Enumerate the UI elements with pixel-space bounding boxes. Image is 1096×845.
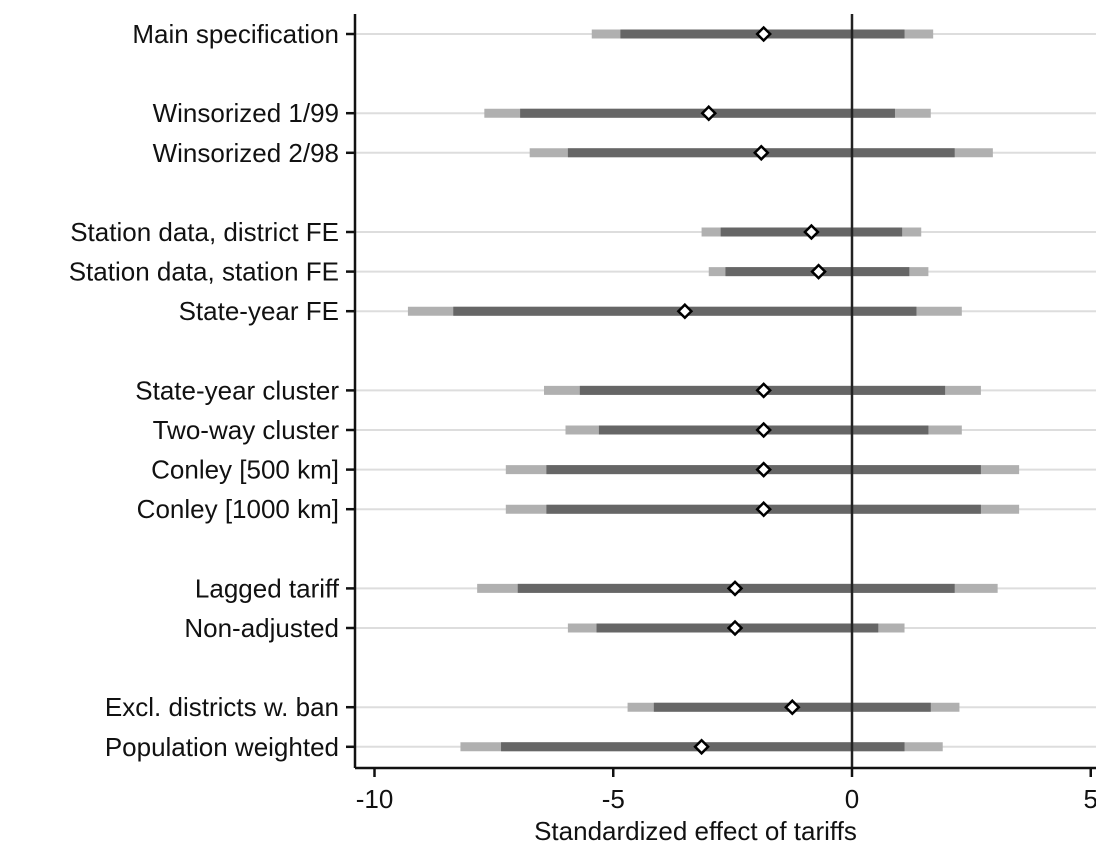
point-estimate-marker [803, 223, 820, 241]
y-tick-label: Conley [1000 km] [137, 494, 339, 524]
y-tick-label: Lagged tariff [195, 573, 340, 603]
x-tick-label: -5 [602, 784, 625, 814]
y-tick-label: Non-adjusted [184, 613, 339, 643]
point-estimate-marker [700, 104, 718, 122]
point-estimates [676, 25, 827, 756]
point-estimate-marker [726, 619, 744, 637]
x-tick-label: 5 [1084, 784, 1096, 814]
point-estimate-marker [755, 421, 772, 439]
y-tick-label: Winsorized 2/98 [153, 138, 339, 168]
point-estimate-marker [693, 738, 710, 756]
y-tick-label: Two-way cluster [153, 415, 340, 445]
point-estimate-marker [676, 302, 694, 320]
point-estimate-marker [755, 461, 772, 478]
point-estimate-marker [755, 382, 772, 399]
point-estimate-marker [810, 263, 827, 280]
point-estimate-marker [726, 580, 744, 597]
point-estimate-marker [755, 500, 772, 518]
point-estimate-marker [784, 698, 801, 716]
y-tick-label: State-year cluster [135, 375, 339, 405]
y-tick-label: Station data, district FE [70, 217, 339, 247]
y-tick-label: Winsorized 1/99 [153, 98, 339, 128]
y-axis-labels: Main specification Winsorized 1/99 Winsori… [69, 19, 340, 762]
point-estimate-marker [755, 25, 772, 43]
point-estimate-marker [753, 144, 770, 162]
y-axis-ticks [346, 32, 355, 749]
x-tick-label: 0 [845, 784, 859, 814]
y-tick-label: State-year FE [179, 296, 339, 326]
x-axis-title: Standardized effect of tariffs [534, 816, 857, 845]
y-tick-label: Excl. districts w. ban [105, 692, 339, 722]
y-tick-label: Population weighted [105, 732, 339, 762]
y-tick-label: Station data, station FE [69, 257, 339, 287]
y-tick-label: Main specification [132, 19, 339, 49]
x-tick-label: -10 [356, 784, 394, 814]
x-axis-ticks: -10 -5 0 5 [356, 768, 1096, 814]
y-tick-label: Conley [500 km] [151, 455, 339, 485]
